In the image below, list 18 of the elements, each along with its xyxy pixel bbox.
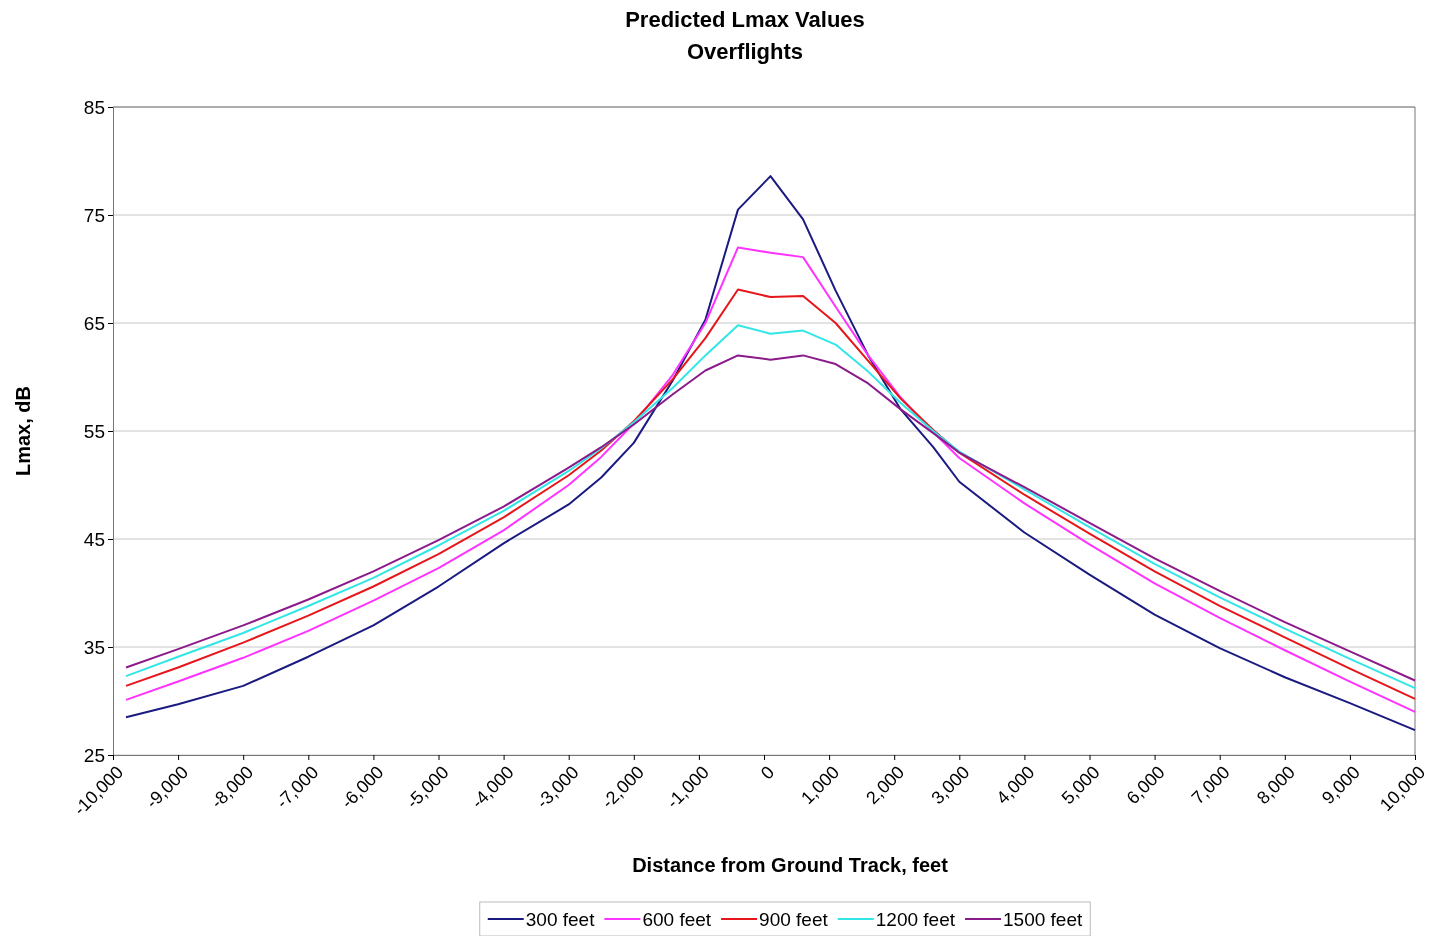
y-tick-label: 55 [83,420,105,442]
legend-label: 900 feet [759,909,829,930]
x-axis-title: Distance from Ground Track, feet [632,854,949,876]
y-tick-label: 65 [83,312,105,334]
chart-title: Predicted Lmax Values [625,7,865,32]
y-tick-label: 85 [83,96,105,118]
chart-subtitle: Overflights [686,39,804,64]
y-tick-label: 75 [83,204,105,226]
legend-label: 1500 feet [1003,909,1083,930]
line-series [125,175,1416,732]
legend-label: 1200 feet [875,909,956,930]
y-tick-label: 35 [83,636,105,658]
legend-label: 300 feet [525,909,596,930]
y-tick-label: 45 [83,528,105,550]
x-tick-label: 0 [756,762,779,784]
y-tick-label: 25 [83,744,105,766]
legend-label: 600 feet [642,909,712,930]
y-axis-title: Lmax, dB [12,385,34,477]
